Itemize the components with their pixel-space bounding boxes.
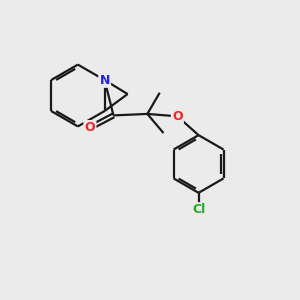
Text: O: O: [85, 121, 95, 134]
Text: Cl: Cl: [192, 203, 205, 216]
Text: O: O: [172, 110, 183, 123]
Text: N: N: [99, 74, 110, 87]
